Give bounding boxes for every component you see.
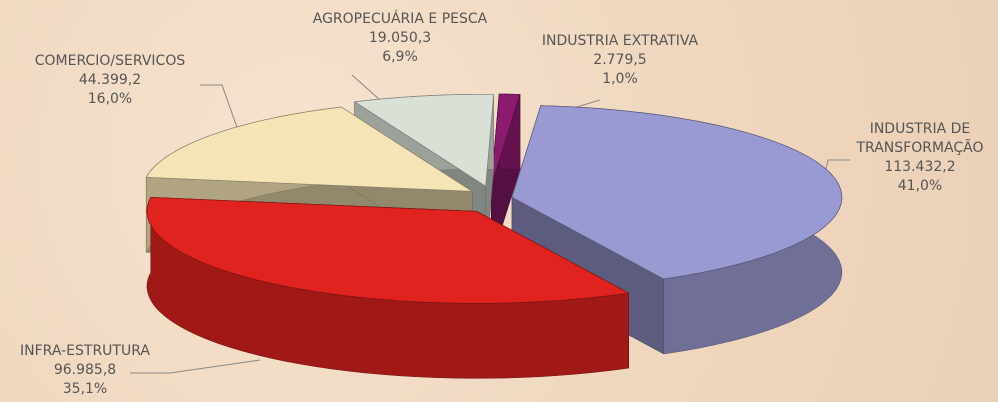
percentage-label: 35,1%: [62, 381, 108, 397]
percentage-label: 16,0%: [87, 91, 133, 107]
value-label: 96.985,8: [53, 362, 117, 378]
category-label: COMERCIO/SERVICOS: [34, 53, 186, 69]
value-label: 113.432,2: [884, 159, 956, 175]
slice: [145, 106, 474, 192]
slice: [490, 93, 521, 262]
category-label: INDUSTRIA EXTRATIVA: [541, 33, 699, 49]
slice: [146, 196, 630, 379]
slice: [490, 93, 521, 187]
slice-label: COMERCIO/SERVICOS 44.399,2 16,0%: [10, 52, 210, 109]
value-label: 2.779,5: [593, 52, 647, 68]
leader-line: [130, 359, 261, 374]
slice-label: INDUSTRIA EXTRATIVA 2.779,5 1,0%: [510, 32, 730, 89]
category-label: AGROPECUÁRIA E PESCA: [312, 11, 488, 27]
slice-label: INDUSTRIA DE TRANSFORMAÇÃO 113.432,2 41,0%: [845, 120, 995, 196]
slice: [146, 196, 630, 304]
category-label: INFRA-ESTRUTURA: [20, 343, 150, 359]
slice-label: INFRA-ESTRUTURA 96.985,8 35,1%: [0, 342, 185, 399]
value-label: 19.050,3: [368, 30, 432, 46]
slice: [353, 93, 495, 187]
value-label: 44.399,2: [78, 72, 142, 88]
percentage-label: 41,0%: [897, 178, 943, 194]
percentage-label: 6,9%: [382, 49, 418, 65]
slice-label: AGROPECUÁRIA E PESCA 19.050,3 6,9%: [280, 10, 520, 67]
slice: [511, 105, 843, 280]
category-label: INDUSTRIA DE TRANSFORMAÇÃO: [856, 121, 984, 156]
percentage-label: 1,0%: [602, 71, 638, 87]
